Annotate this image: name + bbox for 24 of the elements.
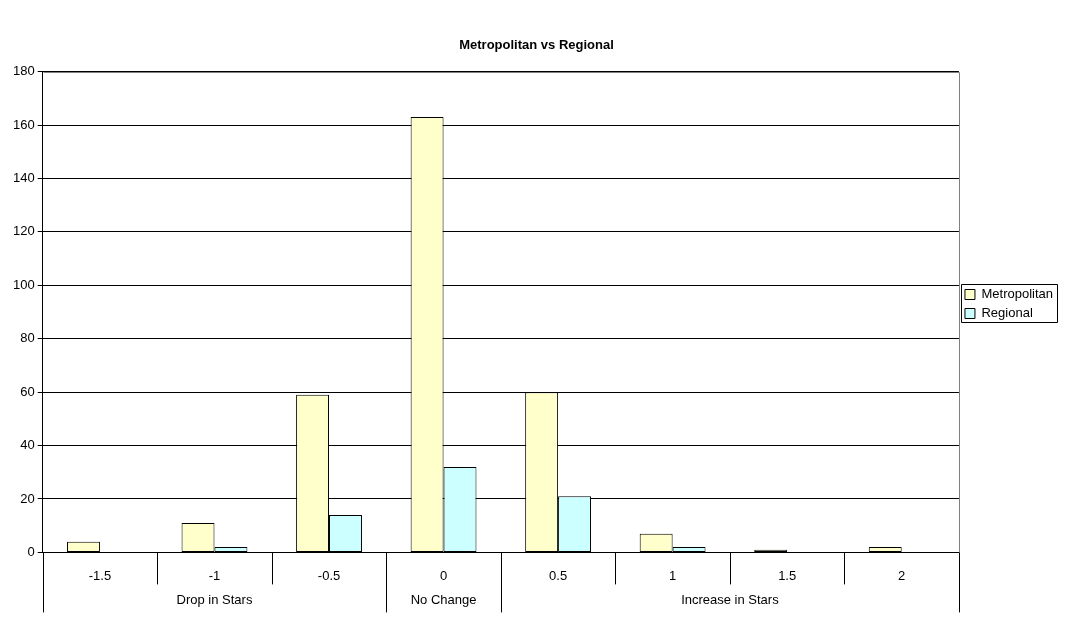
y-tick-label: 0 bbox=[27, 543, 35, 559]
x-tick-label: 1.5 bbox=[778, 567, 797, 583]
y-tick-label: 100 bbox=[12, 276, 35, 292]
legend-label: Metropolitan bbox=[981, 286, 1054, 302]
x-tick-label: 2 bbox=[898, 567, 906, 583]
y-tick-label: 120 bbox=[12, 223, 35, 239]
x-tick-label: 0 bbox=[439, 567, 448, 583]
text: No Change bbox=[410, 591, 477, 607]
y-tick-label: 80 bbox=[20, 330, 35, 346]
y-tick-label: 140 bbox=[12, 170, 35, 186]
legend-label: Regional bbox=[981, 305, 1033, 321]
x-tick-label: -1 bbox=[208, 567, 221, 583]
y-tick-label: 160 bbox=[12, 116, 35, 132]
y-tick-label: 20 bbox=[20, 490, 35, 506]
x-tick-label: -0.5 bbox=[317, 567, 341, 583]
chart-title: Metropolitan vs Regional bbox=[459, 37, 614, 53]
text: Increase in Stars bbox=[681, 591, 780, 607]
y-tick-label: 60 bbox=[20, 383, 35, 399]
y-tick-label: 180 bbox=[12, 63, 35, 79]
x-tick-label: 1 bbox=[669, 567, 677, 583]
x-tick-label: 0.5 bbox=[549, 567, 568, 583]
text: Drop in Stars bbox=[176, 591, 253, 607]
x-tick-label: -1.5 bbox=[88, 567, 112, 583]
y-tick-label: 40 bbox=[20, 437, 35, 453]
